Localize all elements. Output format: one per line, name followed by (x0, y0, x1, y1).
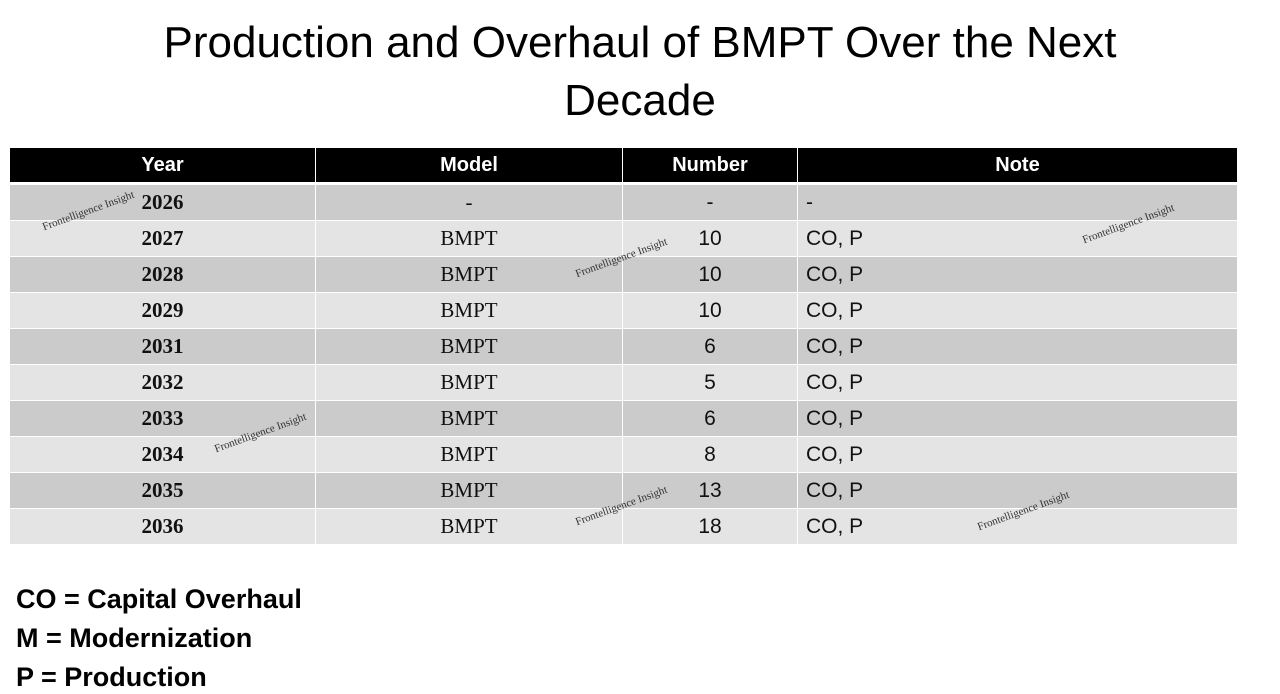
table-cell: CO, P (798, 328, 1238, 364)
legend-line: CO = Capital Overhaul (16, 584, 302, 614)
table-cell: CO, P (798, 364, 1238, 400)
table-cell: - (316, 184, 623, 220)
table-cell: CO, P (798, 472, 1238, 508)
table-cell: CO, P (798, 436, 1238, 472)
column-header: Number (623, 148, 798, 182)
table-cell: 2033 (10, 400, 316, 436)
table-cell: 8 (623, 436, 798, 472)
table-cell: 2031 (10, 328, 316, 364)
table-cell: 6 (623, 400, 798, 436)
table-cell: 10 (623, 292, 798, 328)
column-header: Year (10, 148, 316, 182)
table-cell: BMPT (316, 400, 623, 436)
table-cell: 2028 (10, 256, 316, 292)
table-cell: 5 (623, 364, 798, 400)
table-cell: CO, P (798, 256, 1238, 292)
table-cell: 2032 (10, 364, 316, 400)
table-cell: BMPT (316, 328, 623, 364)
table-cell: CO, P (798, 400, 1238, 436)
legend-line: M = Modernization (16, 623, 253, 653)
column-header: Model (316, 148, 623, 182)
table-cell: BMPT (316, 472, 623, 508)
column-header: Note (798, 148, 1238, 182)
table-cell: 2026 (10, 184, 316, 220)
table-cell: 2035 (10, 472, 316, 508)
table-cell: - (623, 184, 798, 220)
slide-title: Production and Overhaul of BMPT Over the… (163, 18, 1117, 125)
table-cell: BMPT (316, 292, 623, 328)
table-cell: 2029 (10, 292, 316, 328)
table-cell: 6 (623, 328, 798, 364)
table-cell: CO, P (798, 220, 1238, 256)
legend-line: P = Production (16, 662, 207, 692)
table-cell: - (798, 184, 1238, 220)
table-cell: 2034 (10, 436, 316, 472)
table-cell: 10 (623, 256, 798, 292)
table-cell: BMPT (316, 508, 623, 544)
table-cell: 18 (623, 508, 798, 544)
table-cell: 2036 (10, 508, 316, 544)
table-cell: BMPT (316, 364, 623, 400)
table-cell: BMPT (316, 436, 623, 472)
table-cell: 13 (623, 472, 798, 508)
table-cell: BMPT (316, 220, 623, 256)
table-cell: BMPT (316, 256, 623, 292)
table-cell: CO, P (798, 508, 1238, 544)
table-cell: 2027 (10, 220, 316, 256)
table-cell: CO, P (798, 292, 1238, 328)
table-cell: 10 (623, 220, 798, 256)
